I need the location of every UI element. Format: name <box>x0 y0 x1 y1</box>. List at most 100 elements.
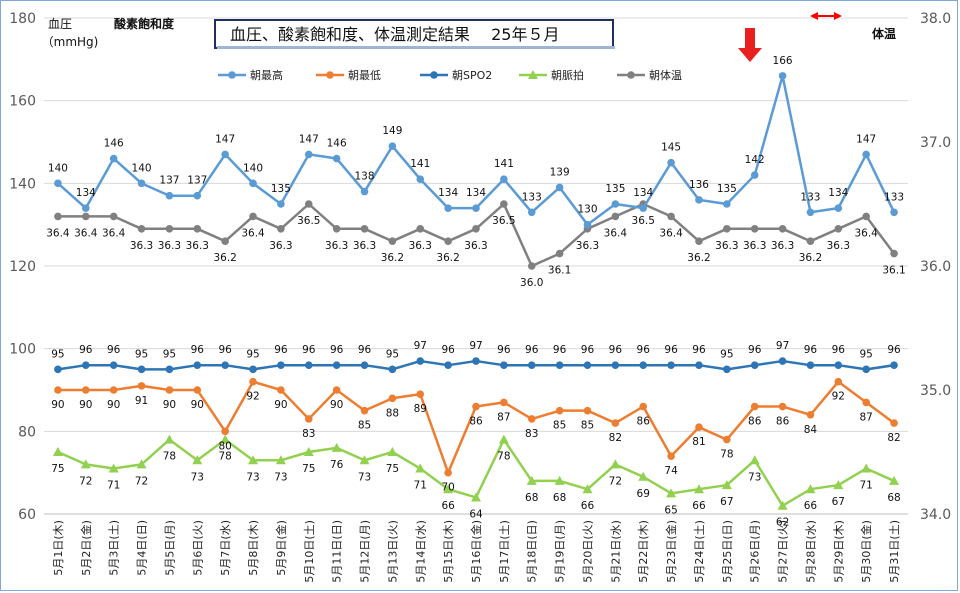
x-tick-label: 5月19日(月) <box>554 520 567 583</box>
x-tick-label: 5月31日(土) <box>888 520 901 583</box>
data-point <box>332 386 341 394</box>
data-label: 142 <box>745 154 765 166</box>
data-point <box>611 361 620 370</box>
data-point <box>444 237 452 245</box>
series-group <box>52 72 900 510</box>
right-tick-label: 38.0 <box>920 11 951 27</box>
left-tick-label: 60 <box>18 507 36 523</box>
left-tick-label: 100 <box>9 342 36 358</box>
data-point <box>109 212 118 221</box>
x-tick-label: 5月4日(日) <box>136 520 149 576</box>
data-point <box>416 357 425 365</box>
x-tick-label: 5月8日(木) <box>247 520 260 576</box>
data-point <box>583 406 592 415</box>
data-label: 97 <box>776 340 789 352</box>
data-point <box>611 419 620 427</box>
data-point <box>695 196 703 204</box>
data-label: 133 <box>884 191 904 203</box>
data-label: 36.0 <box>520 277 543 289</box>
data-label: 36.3 <box>771 240 794 252</box>
data-point <box>498 434 509 444</box>
data-point <box>137 225 146 233</box>
data-point <box>221 150 229 159</box>
data-point <box>303 447 314 456</box>
data-label: 78 <box>497 451 510 463</box>
data-point <box>862 212 870 221</box>
data-point <box>387 447 398 456</box>
data-label: 86 <box>469 416 483 428</box>
data-label: 66 <box>692 500 706 512</box>
data-label: 96 <box>302 344 316 356</box>
data-label: 137 <box>187 175 207 187</box>
data-point <box>165 191 174 200</box>
data-label: 36.3 <box>827 240 850 252</box>
data-point <box>444 361 452 370</box>
data-label: 96 <box>748 344 762 356</box>
data-label: 76 <box>330 459 344 471</box>
data-point <box>472 225 480 233</box>
data-label: 145 <box>661 142 681 154</box>
data-label: 71 <box>107 480 120 492</box>
data-label: 36.2 <box>687 252 710 264</box>
data-point <box>834 377 843 386</box>
data-point <box>277 386 285 394</box>
left-tick-label: 120 <box>9 259 36 275</box>
data-point <box>723 225 731 233</box>
data-point <box>806 208 815 217</box>
data-label: 66 <box>441 500 455 512</box>
data-label: 36.2 <box>436 252 459 264</box>
data-label: 65 <box>664 504 677 516</box>
data-point <box>500 200 508 208</box>
data-point <box>221 361 229 370</box>
data-label: 96 <box>358 344 372 356</box>
data-label: 71 <box>860 480 873 492</box>
x-tick-label: 5月2日(金) <box>79 520 93 576</box>
data-label: 36.3 <box>269 240 292 252</box>
x-tick-label: 5月6日(火) <box>191 520 204 576</box>
data-point <box>750 361 759 370</box>
data-label: 135 <box>271 183 291 195</box>
data-point <box>137 382 146 390</box>
data-label: 140 <box>243 162 263 174</box>
data-label: 36.4 <box>241 227 265 239</box>
data-point <box>666 488 677 498</box>
data-label: 96 <box>609 344 623 356</box>
data-label: 69 <box>637 488 650 500</box>
data-point <box>889 475 900 485</box>
data-point <box>555 406 564 415</box>
data-point <box>444 204 452 212</box>
data-label: 96 <box>804 344 818 356</box>
data-label: 134 <box>828 187 848 199</box>
data-label: 86 <box>776 416 790 428</box>
data-point <box>610 459 621 469</box>
data-point <box>416 390 425 398</box>
data-label: 86 <box>748 416 762 428</box>
data-point <box>667 361 675 370</box>
data-label: 36.5 <box>632 215 655 227</box>
right-tick-label: 35.0 <box>920 383 951 399</box>
data-label: 73 <box>358 471 371 483</box>
data-label: 85 <box>358 420 371 432</box>
data-point <box>82 204 90 212</box>
data-label: 90 <box>330 399 343 411</box>
data-label: 66 <box>581 500 595 512</box>
data-label: 134 <box>466 187 486 199</box>
x-axis-ticks: 5月1日(木) 5月2日(金) 5月3日(土) 5月4日(日) 5月5日(月) 5月6日(… <box>52 520 901 583</box>
data-label: 96 <box>525 344 539 356</box>
data-label: 90 <box>107 399 120 411</box>
data-point <box>555 361 564 370</box>
x-tick-label: 5月25日(日) <box>721 520 734 583</box>
x-tick-label: 5月21日(水) <box>609 520 622 583</box>
data-point <box>805 484 816 494</box>
data-point <box>527 361 536 370</box>
data-point <box>108 463 119 473</box>
data-point <box>806 237 815 245</box>
left-tick-label: 80 <box>18 424 36 440</box>
data-point <box>443 484 454 494</box>
data-label: 133 <box>800 191 820 203</box>
series-line-1 <box>57 74 896 226</box>
data-point <box>304 415 313 423</box>
data-point <box>277 361 285 370</box>
double-arrow-icon <box>810 12 842 20</box>
